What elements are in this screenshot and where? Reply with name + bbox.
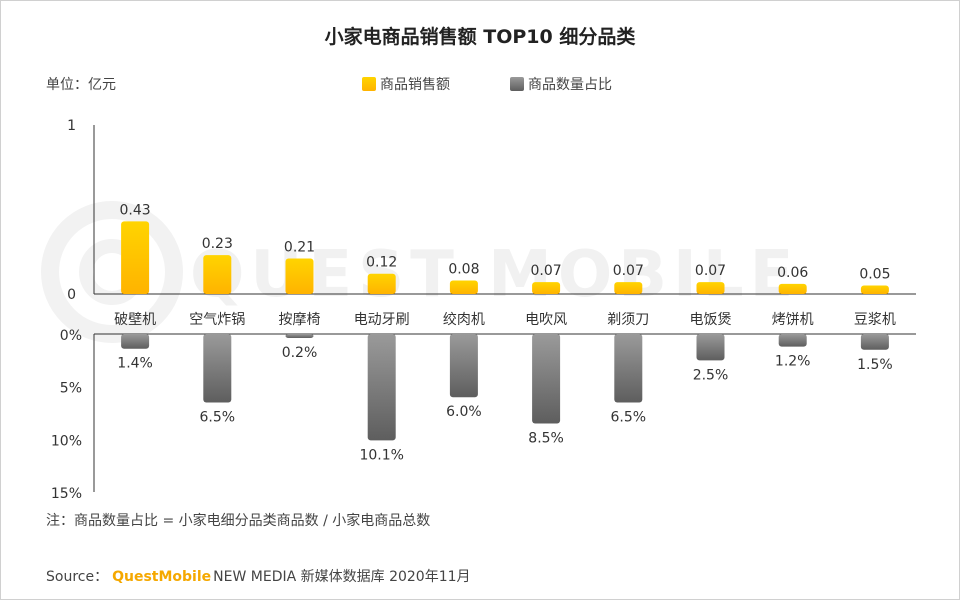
footnote: 注：商品数量占比 = 小家电细分品类商品数 / 小家电商品总数 [46,513,431,529]
sales-value-label: 0.07 [613,263,644,279]
sales-value-label: 0.06 [777,265,808,281]
sales-bar [449,280,478,294]
y-tick-bottom: 5% [60,381,82,397]
share-bar [121,334,150,349]
y-tick-bottom: 15% [51,486,82,502]
legend-label-sales: 商品销售额 [380,77,450,93]
legend-label-share: 商品数量占比 [528,77,612,93]
sales-value-label: 0.23 [202,236,233,252]
share-value-label: 1.4% [117,356,153,372]
sales-bar [778,283,807,294]
sales-bar [532,282,561,294]
sales-value-label: 0.05 [859,267,890,283]
y-tick-top: 0 [67,287,76,303]
sales-bar [860,285,889,294]
share-bar [614,334,643,403]
category-label: 豆浆机 [854,312,896,328]
share-value-label: 6.5% [611,409,647,425]
category-label: 烤饼机 [772,312,814,328]
share-value-label: 1.5% [857,357,893,373]
sales-bar [121,221,150,294]
category-label: 剃须刀 [607,312,649,328]
sales-value-label: 0.08 [448,261,479,277]
legend-swatch-sales [362,77,376,91]
share-value-label: 0.2% [282,345,318,361]
sales-value-label: 0.21 [284,240,315,256]
legend-swatch-share [510,77,524,91]
source-line: Source： QuestMobile NEW MEDIA 新媒体数据库 2020年… [46,566,471,586]
category-label: 破壁机 [114,312,156,328]
category-label: 空气炸锅 [189,312,245,328]
share-value-label: 10.1% [359,447,403,463]
sales-bar [285,258,314,294]
sales-bar [614,282,643,294]
share-value-label: 1.2% [775,354,811,370]
share-value-label: 6.0% [446,404,482,420]
sales-value-label: 0.12 [366,255,397,271]
source-rest: NEW MEDIA 新媒体数据库 2020年11月 [213,569,471,585]
legend-item-sales: 商品销售额 [362,74,450,94]
sales-bar [367,273,396,294]
sales-value-label: 0.43 [120,202,151,218]
chart-title: 小家电商品销售额 TOP10 细分品类 [324,26,636,48]
share-bar [532,334,561,424]
source-prefix: Source： [46,569,109,585]
share-bar [203,334,232,403]
share-bar [696,334,725,361]
source-brand-logo: QuestMobile [112,569,212,585]
share-bar [449,334,478,398]
share-value-label: 8.5% [528,431,564,447]
category-label: 绞肉机 [443,311,485,328]
y-tick-bottom: 0% [60,328,82,344]
category-label: 按摩椅 [279,311,321,328]
share-value-label: 6.5% [200,409,236,425]
category-label: 电饭煲 [690,311,732,328]
legend-item-share: 商品数量占比 [510,74,612,94]
category-label: 电吹风 [525,312,567,328]
sales-bar [696,282,725,294]
share-bar [285,334,314,338]
share-bar [778,334,807,347]
category-label: 电动牙刷 [354,312,410,328]
y-tick-bottom: 10% [51,433,82,449]
sales-bar [203,255,232,294]
share-value-label: 2.5% [693,367,729,383]
share-bar [367,334,396,441]
sales-value-label: 0.07 [531,263,562,279]
unit-label: 单位：亿元 [46,77,116,93]
share-bar [860,334,889,350]
y-tick-top: 1 [67,118,76,134]
sales-value-label: 0.07 [695,263,726,279]
